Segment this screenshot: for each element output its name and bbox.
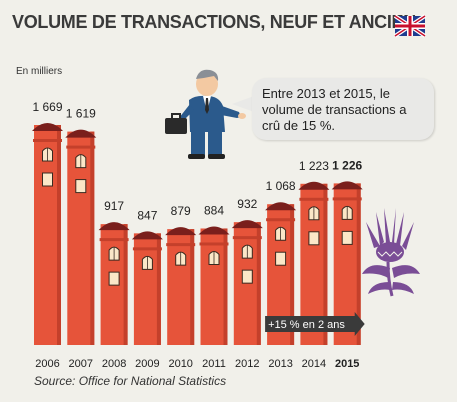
bar-body — [34, 125, 61, 345]
bar-window-lower — [241, 269, 253, 284]
bar-roof — [198, 226, 230, 235]
bar-cornice — [33, 139, 62, 142]
labels-layer: 1 669 2006 1 619 2007 917 2008 847 2009 879 2010 8… — [32, 100, 362, 370]
bar-roof — [231, 220, 263, 229]
bar-shade — [123, 224, 128, 345]
bar-cornice — [132, 247, 162, 251]
bar-shade — [156, 233, 161, 345]
bar-cornice — [232, 236, 262, 240]
businessman-icon — [165, 69, 246, 159]
bar-2011 — [198, 226, 230, 345]
bar-roof — [298, 181, 330, 190]
bar-window-lower — [308, 231, 320, 246]
value-label: 932 — [237, 197, 257, 211]
uk-flag-icon — [393, 14, 427, 38]
value-label: 1 223 — [299, 159, 329, 173]
bar-roof — [65, 129, 97, 138]
value-label: 917 — [104, 199, 124, 213]
value-label: 884 — [204, 203, 224, 217]
bar-window-lower — [108, 271, 120, 286]
category-label: 2010 — [168, 358, 192, 370]
bar-shade — [323, 183, 328, 345]
bar-2007 — [65, 129, 97, 345]
bar-cornice — [199, 242, 229, 246]
bar-shade — [90, 131, 95, 345]
category-label: 2013 — [268, 358, 292, 370]
growth-arrow: +15 % en 2 ans — [265, 312, 365, 336]
bar-roof — [265, 202, 297, 211]
bar-2010 — [165, 227, 197, 345]
bar-cornice — [299, 197, 329, 201]
bar-2006 — [32, 123, 63, 345]
bar-shade — [57, 125, 61, 345]
bar-cornice — [166, 243, 196, 247]
chart-title: VOLUME DE TRANSACTIONS, NEUF ET ANCIEN — [12, 12, 416, 32]
callout-text: Entre 2013 et 2015, le volume de transac… — [262, 86, 407, 133]
callout-tail — [232, 96, 254, 112]
bar-body — [167, 229, 195, 345]
bar-roof — [98, 222, 130, 231]
category-label: 2008 — [102, 358, 126, 370]
value-label: 879 — [171, 204, 191, 218]
bar-cornice — [266, 218, 296, 222]
bar-roof — [331, 181, 363, 190]
bar-shade — [290, 204, 295, 345]
bar-shade — [356, 183, 361, 345]
category-label: 2012 — [235, 358, 259, 370]
thistle-icon — [362, 208, 420, 297]
bar-window-lower — [341, 230, 353, 245]
bar-roof — [165, 227, 197, 236]
bar-roof — [131, 231, 163, 240]
bar-body — [200, 228, 228, 345]
bar-shade — [190, 229, 195, 345]
callout-bubble: Entre 2013 et 2015, le volume de transac… — [252, 78, 434, 140]
bar-window-lower — [42, 172, 53, 187]
value-label: 1 619 — [66, 107, 96, 121]
bar-roof — [32, 123, 63, 131]
category-label: 2006 — [35, 358, 59, 370]
bar-cornice — [99, 238, 129, 242]
arrow-label: +15 % en 2 ans — [268, 319, 345, 331]
value-label: 1 226 — [332, 158, 362, 172]
category-label: 2007 — [69, 358, 93, 370]
category-label: 2015 — [335, 358, 359, 370]
value-label: 1 068 — [266, 179, 296, 193]
bar-window-lower — [275, 251, 287, 266]
bar-cornice — [66, 145, 96, 149]
unit-label: En milliers — [16, 66, 63, 77]
category-label: 2014 — [302, 358, 326, 370]
bar-cornice — [332, 197, 362, 201]
bar-2009 — [131, 231, 163, 345]
bar-shade — [223, 228, 228, 345]
bar-window-lower — [75, 179, 87, 194]
value-label: 1 669 — [32, 100, 62, 114]
value-label: 847 — [137, 208, 157, 222]
bar-shade — [256, 222, 261, 345]
bar-body — [133, 233, 161, 345]
bars-layer — [32, 123, 363, 345]
category-label: 2011 — [202, 358, 226, 370]
category-label: 2009 — [135, 358, 159, 370]
bar-2012 — [231, 220, 263, 345]
arrow-shape — [265, 312, 365, 336]
source-note: Source: Office for National Statistics — [34, 374, 227, 388]
bar-2008 — [98, 222, 130, 345]
